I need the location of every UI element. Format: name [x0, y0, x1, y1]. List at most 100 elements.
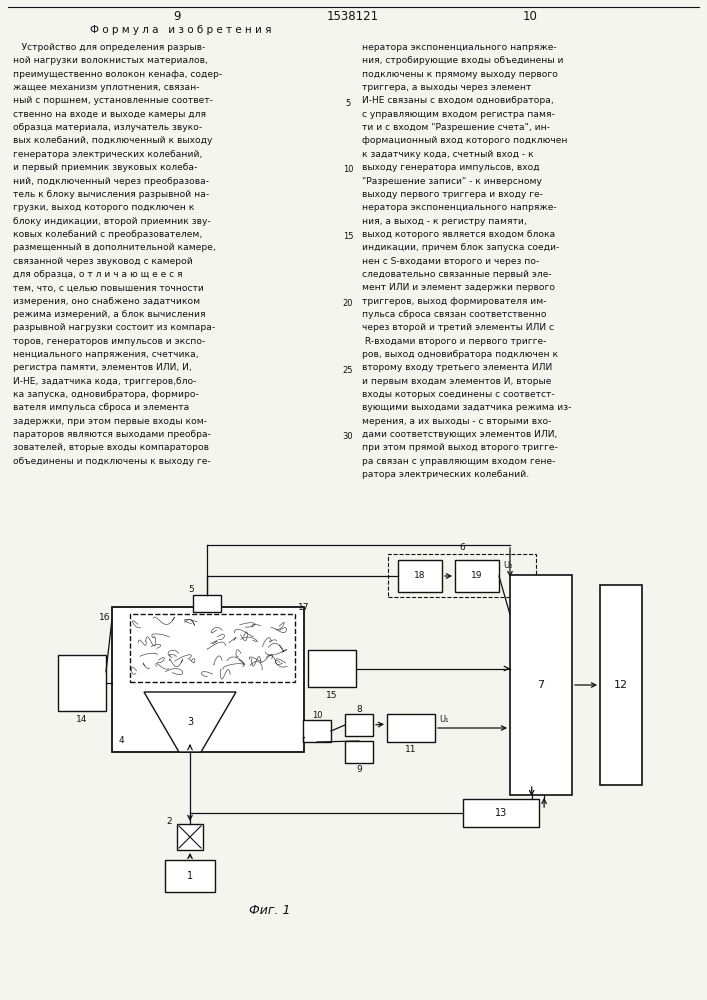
Text: 7: 7	[537, 680, 544, 690]
Text: 1: 1	[187, 871, 193, 881]
Bar	[165, 860, 215, 892]
Text: вателя импульса сброса и элемента: вателя импульса сброса и элемента	[13, 403, 189, 412]
Bar	[303, 720, 331, 742]
Text: для образца, о т л и ч а ю щ е е с я: для образца, о т л и ч а ю щ е е с я	[13, 270, 182, 279]
Bar	[510, 575, 572, 795]
Bar	[177, 824, 203, 850]
Text: объединены и подключены к выходу ге-: объединены и подключены к выходу ге-	[13, 457, 211, 466]
Text: 19: 19	[472, 572, 483, 580]
Text: пульса сброса связан соответственно: пульса сброса связан соответственно	[362, 310, 547, 319]
Text: связанной через звуковод с камерой: связанной через звуковод с камерой	[13, 257, 193, 266]
Text: ненциального напряжения, счетчика,: ненциального напряжения, счетчика,	[13, 350, 199, 359]
Text: 14: 14	[76, 714, 88, 724]
Text: ратора электрических колебаний.: ратора электрических колебаний.	[362, 470, 529, 479]
Text: ров, выход одновибратора подключен к: ров, выход одновибратора подключен к	[362, 350, 558, 359]
Bar	[455, 560, 499, 592]
Text: выходу генератора импульсов, вход: выходу генератора импульсов, вход	[362, 163, 539, 172]
Text: и первым входам элементов И, вторые: и первым входам элементов И, вторые	[362, 377, 551, 386]
Text: R-входами второго и первого тригге-: R-входами второго и первого тригге-	[362, 337, 547, 346]
Text: 25: 25	[343, 366, 354, 375]
Bar	[398, 560, 442, 592]
Text: дами соответствующих элементов ИЛИ,: дами соответствующих элементов ИЛИ,	[362, 430, 557, 439]
Text: через второй и третий элементы ИЛИ с: через второй и третий элементы ИЛИ с	[362, 323, 554, 332]
Text: входы которых соединены с соответст-: входы которых соединены с соответст-	[362, 390, 554, 399]
Text: 10: 10	[522, 9, 537, 22]
Bar	[600, 585, 642, 785]
Text: 16: 16	[98, 612, 110, 621]
Text: 8: 8	[356, 704, 362, 714]
Text: 15: 15	[343, 232, 354, 241]
Text: выход которого является входом блока: выход которого является входом блока	[362, 230, 555, 239]
Text: выходу первого триггера и входу ге-: выходу первого триггера и входу ге-	[362, 190, 543, 199]
Bar	[130, 614, 295, 682]
Text: вующими выходами задатчика режима из-: вующими выходами задатчика режима из-	[362, 403, 571, 412]
Text: к задатчику кода, счетный вход - к: к задатчику кода, счетный вход - к	[362, 150, 534, 159]
Text: 20: 20	[343, 299, 354, 308]
Text: 13: 13	[495, 808, 507, 818]
Text: 6: 6	[459, 542, 465, 552]
Text: нератора экспоненциального напряже-: нератора экспоненциального напряже-	[362, 203, 556, 212]
Text: ния, стробирующие входы объединены и: ния, стробирующие входы объединены и	[362, 56, 563, 65]
Text: вых колебаний, подключенный к выходу: вых колебаний, подключенный к выходу	[13, 136, 212, 145]
Text: триггера, а выходы через элемент: триггера, а выходы через элемент	[362, 83, 532, 92]
Text: блоку индикации, второй приемник зву-: блоку индикации, второй приемник зву-	[13, 217, 211, 226]
Text: второму входу третьего элемента ИЛИ: второму входу третьего элемента ИЛИ	[362, 363, 552, 372]
Text: 3: 3	[187, 717, 193, 727]
Text: ка запуска, одновибратора, формиро-: ка запуска, одновибратора, формиро-	[13, 390, 199, 399]
Text: 5: 5	[346, 99, 351, 108]
Text: нен с S-входами второго и через по-: нен с S-входами второго и через по-	[362, 257, 539, 266]
Text: следовательно связанные первый эле-: следовательно связанные первый эле-	[362, 270, 551, 279]
Text: размещенный в дополнительной камере,: размещенный в дополнительной камере,	[13, 243, 216, 252]
Text: параторов являются выходами преобра-: параторов являются выходами преобра-	[13, 430, 211, 439]
Text: формационный вход которого подключен: формационный вход которого подключен	[362, 136, 568, 145]
Bar	[345, 741, 373, 763]
Text: И-НЕ связаны с входом одновибратора,: И-НЕ связаны с входом одновибратора,	[362, 96, 554, 105]
Text: ти и с входом "Разрешение счета", ин-: ти и с входом "Разрешение счета", ин-	[362, 123, 550, 132]
Bar	[58, 655, 106, 711]
Bar	[345, 714, 373, 736]
Text: тель к блоку вычисления разрывной на-: тель к блоку вычисления разрывной на-	[13, 190, 209, 199]
Text: режима измерений, а блок вычисления: режима измерений, а блок вычисления	[13, 310, 206, 319]
Bar	[308, 650, 356, 687]
Text: 9: 9	[356, 766, 362, 774]
Text: регистра памяти, элементов ИЛИ, И,: регистра памяти, элементов ИЛИ, И,	[13, 363, 192, 372]
Text: генератора электрических колебаний,: генератора электрических колебаний,	[13, 150, 202, 159]
Text: U₂: U₂	[503, 562, 513, 570]
Text: жащее механизм уплотнения, связан-: жащее механизм уплотнения, связан-	[13, 83, 199, 92]
Text: грузки, выход которого подключен к: грузки, выход которого подключен к	[13, 203, 194, 212]
Text: Устройство для определения разрыв-: Устройство для определения разрыв-	[13, 43, 205, 52]
Text: при этом прямой выход второго тригге-: при этом прямой выход второго тригге-	[362, 444, 558, 452]
Text: подключены к прямому выходу первого: подключены к прямому выходу первого	[362, 70, 558, 79]
Bar	[387, 714, 435, 742]
Text: и первый приемник звуковых колеба-: и первый приемник звуковых колеба-	[13, 163, 197, 172]
Text: ния, а выход - к регистру памяти,: ния, а выход - к регистру памяти,	[362, 217, 527, 226]
Text: преимущественно волокон кенафа, содер-: преимущественно волокон кенафа, содер-	[13, 70, 222, 79]
Text: торов, генераторов импульсов и экспо-: торов, генераторов импульсов и экспо-	[13, 337, 205, 346]
Text: 9: 9	[173, 9, 181, 22]
Text: разрывной нагрузки состоит из компара-: разрывной нагрузки состоит из компара-	[13, 323, 215, 332]
Text: ний, подключенный через преобразова-: ний, подключенный через преобразова-	[13, 176, 209, 186]
Text: 2: 2	[166, 816, 172, 826]
Text: образца материала, излучатель звуко-: образца материала, излучатель звуко-	[13, 123, 202, 132]
Text: измерения, оно снабжено задатчиком: измерения, оно снабжено задатчиком	[13, 297, 200, 306]
Text: ковых колебаний с преобразователем,: ковых колебаний с преобразователем,	[13, 230, 202, 239]
Text: тем, что, с целью повышения точности: тем, что, с целью повышения точности	[13, 283, 204, 292]
Text: 1538121: 1538121	[327, 9, 379, 22]
Text: ной нагрузки волокнистых материалов,: ной нагрузки волокнистых материалов,	[13, 56, 208, 65]
Text: ра связан с управляющим входом гене-: ра связан с управляющим входом гене-	[362, 457, 556, 466]
Text: с управляющим входом регистра памя-: с управляющим входом регистра памя-	[362, 110, 555, 119]
Polygon shape	[144, 692, 236, 752]
Text: 12: 12	[614, 680, 628, 690]
Bar	[112, 607, 304, 752]
Text: 18: 18	[414, 572, 426, 580]
Text: Ф о р м у л а   и з о б р е т е н и я: Ф о р м у л а и з о б р е т е н и я	[90, 25, 271, 35]
Text: ный с поршнем, установленные соответ-: ный с поршнем, установленные соответ-	[13, 96, 213, 105]
Text: зователей, вторые входы компараторов: зователей, вторые входы компараторов	[13, 444, 209, 452]
Bar	[388, 554, 536, 597]
Text: Фиг. 1: Фиг. 1	[250, 904, 291, 916]
Text: мент ИЛИ и элемент задержки первого: мент ИЛИ и элемент задержки первого	[362, 283, 555, 292]
Text: 10: 10	[343, 165, 354, 174]
Text: триггеров, выход формирователя им-: триггеров, выход формирователя им-	[362, 297, 547, 306]
Text: U₁: U₁	[439, 714, 448, 724]
Text: 17: 17	[298, 603, 310, 612]
